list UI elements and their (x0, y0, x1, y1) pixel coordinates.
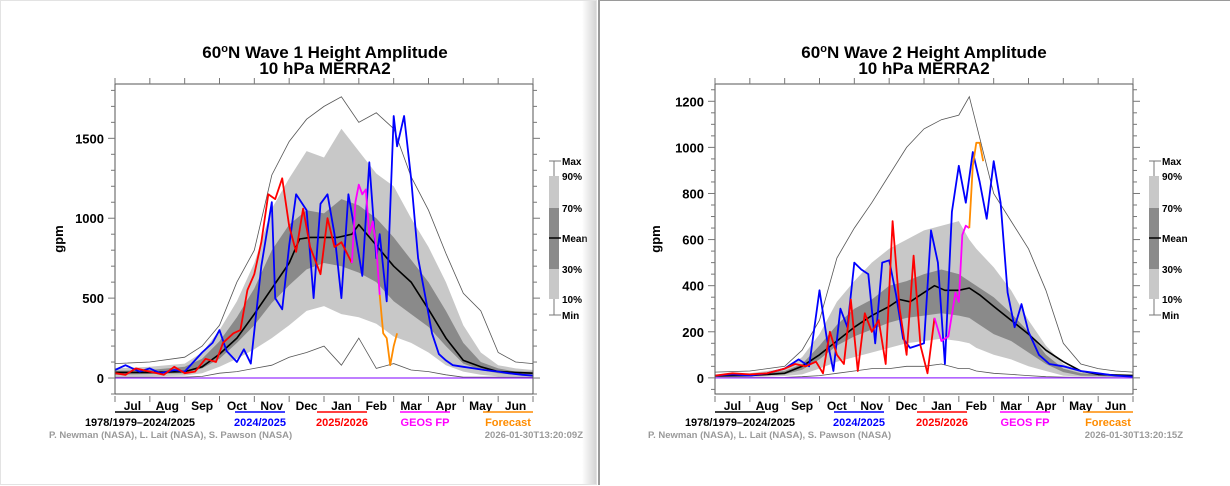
title-rest: N Wave 2 Height Amplitude (827, 43, 1047, 62)
month-label: Jul (724, 399, 741, 413)
series-legend-label: 2024/2025 (234, 417, 286, 429)
timestamp: 2026-01-30T13:20:15Z (1085, 430, 1183, 441)
title-degree: o (820, 43, 827, 55)
y-axis-label: gpm (648, 225, 663, 252)
y-tick-label: 0 (97, 371, 104, 386)
month-label: Jun (505, 399, 526, 413)
series-legend-label: GEOS FP (401, 417, 450, 429)
y-tick-label: 200 (682, 325, 704, 340)
band-legend-label: Min (562, 311, 579, 322)
credit-text: P. Newman (NASA), L. Lait (NASA), S. Paw… (49, 430, 292, 441)
series-legend-label: 2024/2025 (833, 417, 885, 429)
month-label: Oct (827, 399, 847, 413)
max-line (114, 96, 534, 364)
month-label: Sep (191, 399, 213, 413)
y-tick-label: 500 (82, 291, 104, 306)
series-mean (115, 223, 534, 374)
band-legend-label: 10% (562, 295, 582, 306)
month-label: Nov (860, 399, 883, 413)
band-legend-label: Min (1162, 311, 1179, 322)
month-label: Feb (366, 399, 387, 413)
series-geos-fp (351, 183, 381, 295)
min-line (714, 363, 1133, 379)
y-tick-label: 1000 (675, 140, 704, 155)
title-prefix: 60 (801, 43, 820, 62)
band-legend-label: 70% (1162, 204, 1182, 215)
month-label: Oct (227, 399, 247, 413)
month-label: Dec (896, 399, 918, 413)
timestamp: 2026-01-30T13:20:09Z (485, 430, 583, 441)
month-label: Sep (791, 399, 813, 413)
max-line (714, 95, 1134, 373)
band-legend-label: 10% (1162, 295, 1182, 306)
series-legend-label: Forecast (485, 417, 531, 429)
y-tick-label: 600 (682, 233, 704, 248)
band-legend-label: Max (562, 157, 582, 168)
series-geos-fp (933, 224, 970, 342)
y-tick-label: 800 (682, 186, 704, 201)
y-tick-label: 1500 (75, 131, 104, 146)
series-legend-label: 2025/2026 (316, 417, 368, 429)
series-legend-label: GEOS FP (1001, 417, 1050, 429)
series-legend-label: 2025/2026 (916, 417, 968, 429)
month-label: Jul (124, 399, 141, 413)
month-label: May (1069, 399, 1093, 413)
month-label: Feb (966, 399, 987, 413)
series-2024-2025 (114, 115, 534, 377)
band-legend-label: Mean (562, 234, 588, 245)
band-legend-label: 70% (562, 204, 582, 215)
series-legend-label: Forecast (1085, 417, 1131, 429)
month-label: Jan (331, 399, 352, 413)
month-label: Dec (296, 399, 318, 413)
series-mean (714, 284, 1134, 377)
band-30-70 (115, 199, 533, 375)
chart-subtitle: 10 hPa MERRA2 (858, 59, 989, 78)
series-2025-2026 (114, 177, 353, 376)
band-30-70 (715, 269, 1133, 377)
y-tick-label: 400 (682, 279, 704, 294)
chart-title: 60oN Wave 2 Height Amplitude (801, 43, 1046, 62)
series-legend-label: 1978/1979–2024/2025 (85, 417, 195, 429)
right-pane: 60oN Wave 2 Height Amplitude 10 hPa MERRA… (598, 0, 1230, 485)
y-axis-label: gpm (51, 225, 66, 252)
chart-subtitle: 10 hPa MERRA2 (259, 59, 390, 78)
month-label: Aug (756, 399, 779, 413)
band-legend-label: Max (1162, 157, 1182, 168)
month-label: May (469, 399, 493, 413)
band-legend-label: 90% (1162, 172, 1182, 183)
title-prefix: 60 (202, 43, 221, 62)
band-legend-label: 90% (562, 172, 582, 183)
month-label: Mar (400, 399, 422, 413)
series-2025-2026 (714, 220, 936, 377)
series-forecast (378, 294, 398, 367)
chart-title: 60oN Wave 1 Height Amplitude (202, 43, 447, 62)
month-label: Jun (1105, 399, 1126, 413)
min-line (115, 337, 533, 378)
left-pane: 60oN Wave 1 Height Amplitude 10 hPa MERRA… (0, 0, 597, 485)
title-rest: N Wave 1 Height Amplitude (228, 43, 448, 62)
y-tick-label: 1000 (75, 211, 104, 226)
y-tick-label: 1200 (675, 94, 704, 109)
month-label: Nov (260, 399, 283, 413)
credit-text: P. Newman (NASA), L. Lait (NASA), S. Paw… (648, 430, 891, 441)
month-label: Aug (156, 399, 179, 413)
series-2024-2025 (714, 151, 1134, 378)
month-label: Apr (436, 399, 457, 413)
band-legend-label: Mean (1162, 234, 1188, 245)
band-legend-label: 30% (562, 265, 582, 276)
month-label: Jan (931, 399, 952, 413)
month-label: Mar (1000, 399, 1022, 413)
band-legend-label: 30% (1162, 265, 1182, 276)
series-forecast (968, 141, 985, 229)
month-label: Apr (1036, 399, 1057, 413)
y-tick-label: 0 (697, 371, 704, 386)
title-degree: o (221, 43, 228, 55)
series-legend-label: 1978/1979–2024/2025 (685, 417, 795, 429)
